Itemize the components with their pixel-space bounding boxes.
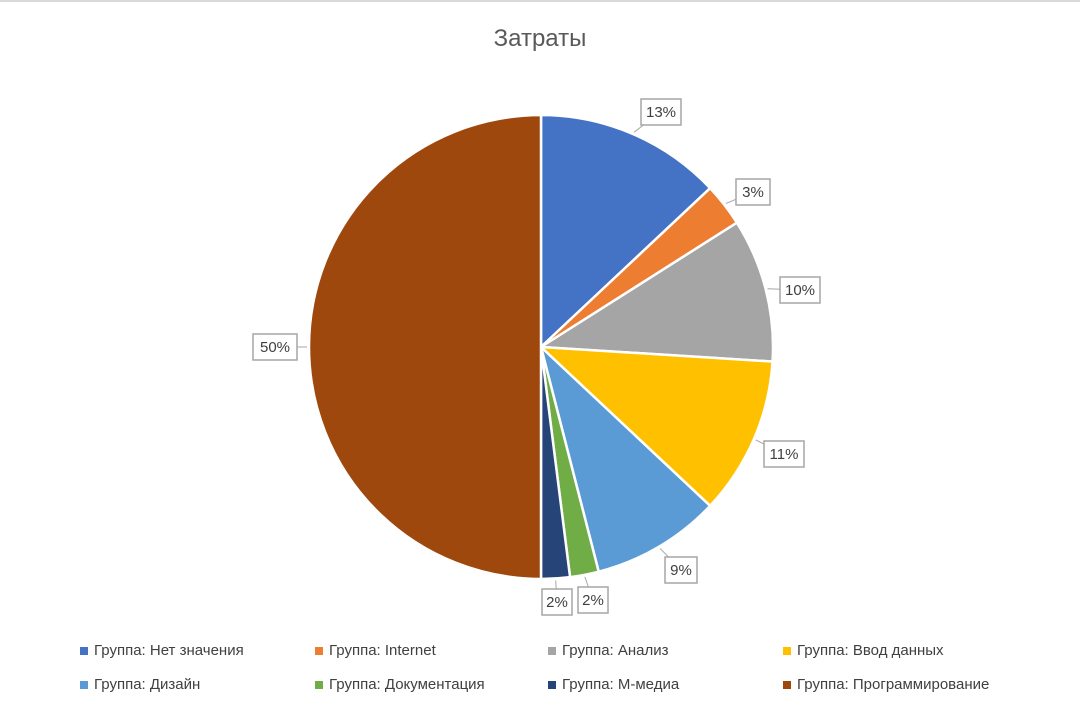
- data-label: 50%: [260, 339, 290, 356]
- chart-title: Затраты: [494, 25, 587, 52]
- legend-swatch: [80, 647, 88, 655]
- data-label: 2%: [546, 594, 568, 611]
- legend-item: Группа: Internet: [315, 642, 436, 659]
- legend-swatch: [783, 681, 791, 689]
- legend-label: Группа: Анализ: [562, 642, 669, 659]
- legend-item: Группа: Дизайн: [80, 676, 200, 693]
- legend-item: Группа: Анализ: [548, 642, 669, 659]
- legend-item: Группа: Нет значения: [80, 642, 244, 659]
- legend-label: Группа: Документация: [329, 676, 485, 693]
- data-label: 2%: [582, 592, 604, 609]
- legend-item: Группа: М-медиа: [548, 676, 679, 693]
- pie-chart: Затраты 13% 3% 10% 11% 9% 2% 2% 50%: [0, 2, 1080, 632]
- legend-swatch: [548, 647, 556, 655]
- legend-label: Группа: М-медиа: [562, 676, 679, 693]
- data-label: 11%: [770, 446, 799, 463]
- data-label: 10%: [785, 282, 815, 299]
- legend-label: Группа: Ввод данных: [797, 642, 944, 659]
- data-label: 9%: [670, 562, 692, 579]
- chart-legend: Группа: Нет значения Группа: Internet Груп…: [0, 632, 1080, 708]
- legend-label: Группа: Программирование: [797, 676, 989, 693]
- data-label: 13%: [646, 104, 676, 121]
- legend-label: Группа: Нет значения: [94, 642, 244, 659]
- legend-swatch: [783, 647, 791, 655]
- legend-item: Группа: Документация: [315, 676, 485, 693]
- pie-slice-8: [309, 115, 541, 579]
- legend-swatch: [80, 681, 88, 689]
- legend-label: Группа: Internet: [329, 642, 436, 659]
- pie-slices: [309, 115, 773, 579]
- legend-item: Группа: Ввод данных: [783, 642, 944, 659]
- legend-item: Группа: Программирование: [783, 676, 989, 693]
- data-label: 3%: [742, 184, 764, 201]
- legend-swatch: [315, 647, 323, 655]
- legend-swatch: [548, 681, 556, 689]
- legend-swatch: [315, 681, 323, 689]
- legend-label: Группа: Дизайн: [94, 676, 200, 693]
